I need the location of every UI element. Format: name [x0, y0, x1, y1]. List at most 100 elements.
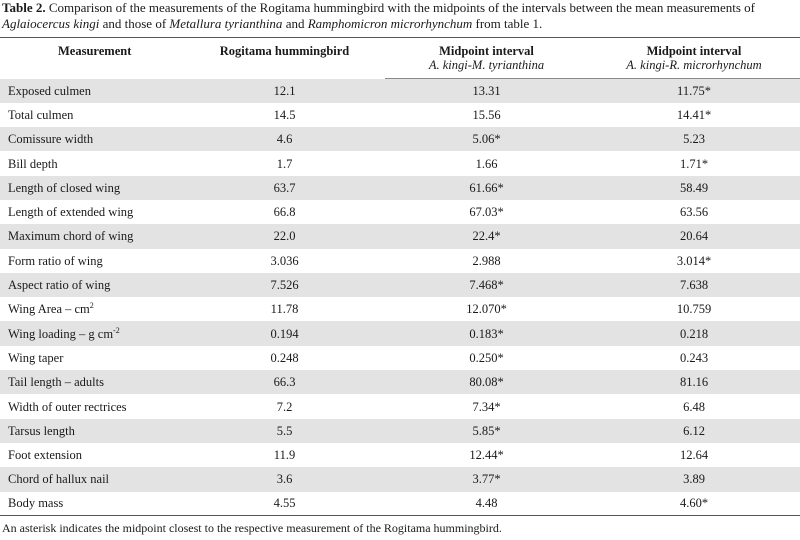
midpoint-1-value-cell-text: 61.66* — [469, 180, 504, 195]
midpoint-1-value-cell-text: 67.03* — [469, 205, 504, 220]
measurement-name-cell: Length of extended wing — [0, 200, 184, 224]
measurement-name-cell-text: Exposed culmen — [8, 83, 91, 98]
table-caption: Table 2. Comparison of the measurements … — [2, 0, 798, 32]
unit-exponent: 2 — [89, 301, 94, 311]
measurement-name-cell-text: Wing Area – cm — [8, 302, 90, 317]
rogitama-value-cell-text: 14.5 — [273, 107, 296, 122]
caption-species: Aglaiocercus kingi — [2, 16, 100, 31]
unit-exponent: -2 — [113, 325, 120, 335]
rogitama-value-cell: 4.55 — [184, 491, 385, 517]
measurements-table: Measurement Rogitama hummingbird Midpoin… — [0, 37, 800, 517]
measurement-name-cell: Aspect ratio of wing — [0, 273, 184, 297]
measurement-name-cell-text: Width of outer rectrices — [8, 399, 127, 414]
table-row: Bill depth 1.7 1.66 1.71* — [0, 151, 800, 176]
midpoint-1-value-cell: 22.4* — [385, 224, 588, 248]
measurement-name-cell-text: Body mass — [8, 496, 64, 511]
rogitama-value-cell: 7.526 — [184, 273, 385, 297]
midpoint-2-value-cell: 3.89 — [588, 467, 800, 491]
midpoint-1-value-cell: 0.250* — [385, 346, 588, 370]
midpoint-1-value-cell-text: 2.988 — [472, 253, 501, 268]
midpoint-2-value-cell: 14.41* — [588, 103, 800, 127]
caption-species: Ramphomicron microrhynchum — [307, 16, 473, 31]
midpoint-2-value-cell-text: 58.49 — [679, 180, 709, 195]
rogitama-value-cell-text: 3.036 — [270, 253, 299, 268]
midpoint-1-value-cell-text: 15.56 — [472, 107, 501, 122]
midpoint-2-value-cell-text: 4.60* — [679, 496, 709, 511]
midpoint-1-value-cell: 1.66 — [385, 151, 588, 175]
rogitama-value-cell-text: 1.7 — [276, 156, 293, 171]
rogitama-value-cell-text: 63.7 — [273, 180, 296, 195]
rogitama-value-cell: 0.194 — [184, 321, 385, 345]
measurement-name-cell: Tarsus length — [0, 419, 184, 443]
rogitama-value-cell-text: 4.6 — [276, 132, 293, 147]
table-row: Tail length – adults 66.3 80.08* 81.16 — [0, 370, 800, 395]
midpoint-2-value-cell: 3.014* — [588, 249, 800, 273]
measurement-name-cell-text: Foot extension — [8, 448, 82, 463]
rogitama-value-cell: 4.6 — [184, 127, 385, 151]
midpoint-2-value-cell: 4.60* — [588, 491, 800, 517]
midpoint-2-value-cell: 1.71* — [588, 151, 800, 175]
rogitama-value-cell-text: 5.5 — [276, 423, 293, 438]
measurement-name-cell-text: Wing loading – g cm — [8, 326, 114, 341]
midpoint-1-value-cell-text: 0.183* — [469, 326, 504, 341]
midpoint-2-value-cell-text: 11.75* — [677, 83, 711, 98]
midpoint-1-value-cell-text: 5.85* — [472, 423, 501, 438]
midpoint-2-value-cell-text: 10.759 — [676, 302, 712, 317]
header-measurement: Measurement — [58, 44, 132, 58]
midpoint-2-value-cell: 7.638 — [588, 273, 800, 297]
rogitama-value-cell-text: 0.248 — [270, 350, 299, 365]
midpoint-2-value-cell: 5.23 — [588, 127, 800, 151]
midpoint-1-value-cell: 4.48 — [385, 491, 588, 517]
header-midpoint-1-sub: A. kingi-M. tyrianthina — [385, 58, 588, 79]
table-row: Length of extended wing 66.8 67.03* 63.56 — [0, 199, 800, 225]
rogitama-value-cell: 11.78 — [184, 297, 385, 321]
midpoint-1-value-cell: 12.070* — [385, 297, 588, 321]
table-row: Aspect ratio of wing 7.526 7.468* 7.638 — [0, 272, 800, 298]
measurement-name-cell: Wing Area – cm2 — [0, 297, 184, 321]
measurement-name-cell-text: Length of extended wing — [8, 205, 134, 220]
midpoint-1-value-cell: 12.44* — [385, 443, 588, 467]
measurement-name-cell-text: Tarsus length — [8, 423, 75, 438]
midpoint-1-value-cell: 0.183* — [385, 321, 588, 345]
measurement-name-cell: Foot extension — [0, 443, 184, 467]
midpoint-1-value-cell: 13.31 — [385, 79, 588, 103]
measurement-name-cell-text: Comissure width — [8, 132, 94, 147]
measurement-name-cell: Body mass — [0, 491, 184, 517]
measurement-name-cell-text: Chord of hallux nail — [8, 472, 110, 487]
header-midpoint-2: Midpoint interval — [646, 44, 742, 58]
rogitama-value-cell-text: 7.526 — [270, 278, 299, 293]
midpoint-2-value-cell: 6.48 — [588, 394, 800, 418]
midpoint-2-value-cell: 63.56 — [588, 200, 800, 224]
midpoint-1-value-cell: 5.06* — [385, 127, 588, 151]
rogitama-value-cell: 66.8 — [184, 200, 385, 224]
rogitama-value-cell: 5.5 — [184, 419, 385, 443]
midpoint-1-value-cell: 7.34* — [385, 394, 588, 418]
rogitama-value-cell: 7.2 — [184, 394, 385, 418]
table-row: Length of closed wing 63.7 61.66* 58.49 — [0, 175, 800, 200]
caption-text: and — [282, 16, 308, 31]
measurement-name-cell: Wing taper — [0, 346, 184, 370]
midpoint-2-value-cell: 11.75* — [588, 79, 800, 103]
midpoint-2-value-cell: 20.64 — [588, 224, 800, 248]
table-row: Wing Area – cm2 11.78 12.070* 10.759 — [0, 297, 800, 322]
rogitama-value-cell: 14.5 — [184, 103, 385, 127]
midpoint-1-value-cell-text: 22.4* — [472, 229, 501, 244]
midpoint-1-value-cell: 80.08* — [385, 370, 588, 394]
midpoint-2-value-cell-text: 5.23 — [683, 132, 705, 147]
midpoint-1-value-cell-text: 12.070* — [466, 302, 507, 317]
rogitama-value-cell: 0.248 — [184, 346, 385, 370]
midpoint-1-value-cell-text: 1.66 — [475, 156, 498, 171]
midpoint-2-value-cell-text: 20.64 — [679, 229, 709, 244]
measurement-name-cell-text: Total culmen — [8, 107, 74, 122]
midpoint-2-value-cell-text: 7.638 — [679, 278, 709, 293]
rogitama-value-cell: 11.9 — [184, 443, 385, 467]
table-row: Maximum chord of wing 22.0 22.4* 20.64 — [0, 224, 800, 249]
midpoint-1-value-cell-text: 3.77* — [472, 472, 501, 487]
measurement-name-cell: Length of closed wing — [0, 176, 184, 200]
header-midpoint-1: Midpoint interval — [439, 44, 534, 58]
midpoint-1-value-cell: 7.468* — [385, 273, 588, 297]
midpoint-1-value-cell-text: 7.34* — [472, 399, 501, 414]
table-row: Wing loading – g cm-2 0.194 0.183* 0.218 — [0, 321, 800, 346]
rogitama-value-cell-text: 7.2 — [276, 399, 293, 414]
table-row: Total culmen 14.5 15.56 14.41* — [0, 102, 800, 128]
